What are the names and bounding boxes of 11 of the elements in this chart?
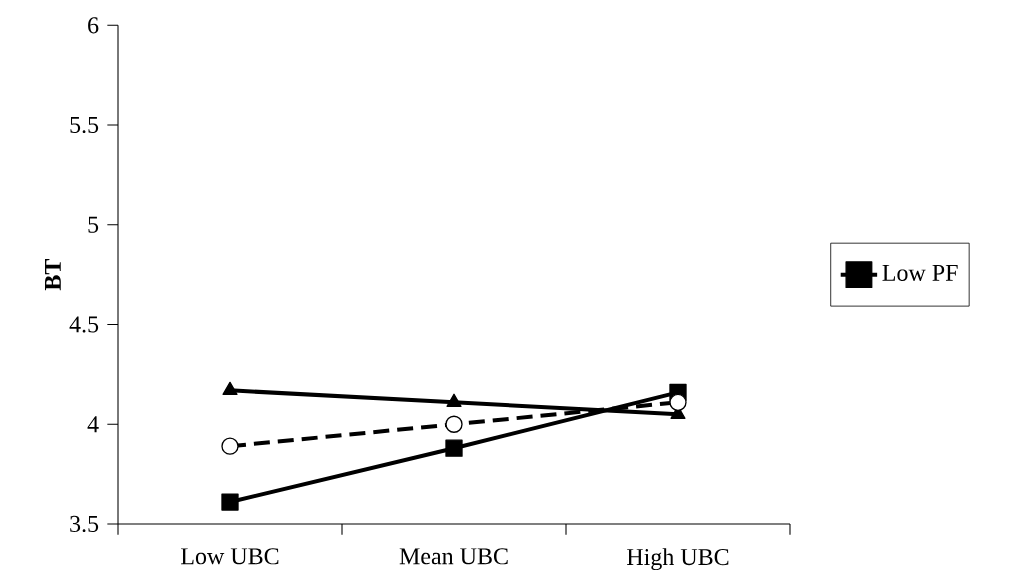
legend-label: Low PF (882, 264, 958, 281)
y-tick-label: 4.5 (69, 316, 99, 333)
x-tick-label: Mean UBC (399, 548, 508, 565)
x-tick-label: Low UBC (181, 548, 279, 565)
y-tick-label: 5 (88, 216, 99, 233)
x-tick-label: High UBC (627, 548, 729, 571)
y-tick-label: 6 (88, 17, 99, 34)
y-axis-title: BT (45, 259, 61, 291)
y-tick-label: 5.5 (70, 117, 99, 134)
y-tick-label: 4 (87, 416, 99, 433)
y-tick-label: 3.5 (70, 515, 99, 533)
